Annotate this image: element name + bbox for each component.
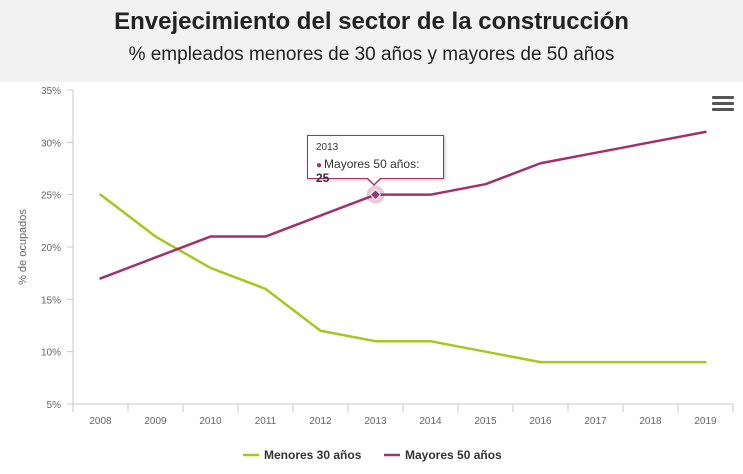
x-tick-label: 2019 xyxy=(694,416,717,427)
y-tick-label: 35% xyxy=(41,86,61,97)
x-tick-label: 2010 xyxy=(199,416,222,427)
y-tick-label: 10% xyxy=(41,348,61,359)
x-tick-label: 2014 xyxy=(419,416,442,427)
chart-header: Envejecimiento del sector de la construc… xyxy=(0,0,743,82)
x-tick-label: 2008 xyxy=(89,416,112,427)
y-tick-label: 5% xyxy=(47,400,62,411)
hover-halo xyxy=(366,185,385,204)
data-tooltip: 2013 ● Mayores 50 años: 25 xyxy=(307,135,444,185)
tooltip-pointer-inner xyxy=(367,177,381,184)
y-tick-label: 30% xyxy=(41,138,61,149)
x-tick-label: 2013 xyxy=(364,416,387,427)
tooltip-x-label: 2013 xyxy=(316,142,339,153)
series-line-menores xyxy=(99,193,707,364)
y-axis-title: % de ocupados xyxy=(17,209,29,285)
x-tick-label: 2015 xyxy=(474,416,497,427)
tooltip-value: 25 xyxy=(316,171,330,185)
y-tick-label: 25% xyxy=(41,191,61,202)
chart-subtitle: % empleados menores de 30 años y mayores… xyxy=(128,44,615,65)
x-tick-label: 2017 xyxy=(584,416,607,427)
x-tick-label: 2012 xyxy=(309,416,332,427)
series-dot-icon: ● xyxy=(316,160,323,171)
x-tick-label: 2016 xyxy=(529,416,552,427)
chart-title: Envejecimiento del sector de la construc… xyxy=(114,8,629,35)
x-tick-label: 2009 xyxy=(144,416,167,427)
y-tick-label: 15% xyxy=(41,295,61,306)
legend-label: Menores 30 años xyxy=(264,448,362,462)
x-tick-label: 2011 xyxy=(255,416,277,427)
x-tick-label: 2018 xyxy=(639,416,662,427)
legend-label: Mayores 50 años xyxy=(405,448,502,462)
tooltip-series-label: Mayores 50 años: xyxy=(324,157,420,171)
hamburger-menu-icon[interactable] xyxy=(712,96,734,114)
y-tick-label: 20% xyxy=(41,243,61,254)
hover-point-marker xyxy=(369,188,382,201)
